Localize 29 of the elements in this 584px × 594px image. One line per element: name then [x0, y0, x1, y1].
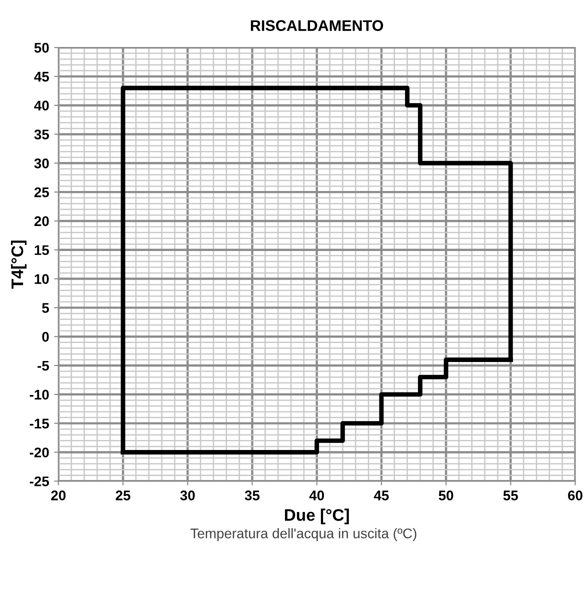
x-tick-label: 40 — [309, 490, 324, 500]
y-tick-label: 40 — [34, 100, 49, 111]
x-tick-label: 30 — [180, 490, 195, 500]
y-tick-label: -10 — [30, 390, 49, 400]
y-tick-label: 5 — [42, 303, 49, 313]
y-tick-label: 10 — [34, 274, 49, 284]
x-tick-label: 50 — [438, 490, 454, 500]
y-tick-label: 15 — [34, 245, 49, 256]
x-tick-label: 25 — [116, 490, 130, 500]
x-tick-label: 55 — [503, 490, 518, 500]
y-tick-label: 20 — [34, 216, 49, 226]
y-tick-label: 50 — [34, 42, 49, 53]
x-tick-label: 35 — [244, 490, 260, 500]
y-tick-label: -20 — [30, 448, 49, 458]
y-tick-label: 30 — [34, 158, 49, 168]
x-axis-title: Due [°C] — [284, 508, 349, 524]
y-tick-label: 35 — [34, 130, 49, 140]
chart-title: RISCALDAMENTO — [250, 20, 384, 32]
y-axis-title: T4[°C] — [10, 240, 27, 289]
y-tick-label: -25 — [30, 476, 49, 486]
y-tick-label: -5 — [38, 360, 49, 371]
y-tick-label: 25 — [34, 187, 49, 198]
text: Temperatura dell'acqua in uscita (ºC) — [190, 528, 416, 542]
x-tick-label: 20 — [51, 490, 66, 500]
x-tick-label: 60 — [568, 490, 582, 500]
y-tick-label: 45 — [34, 72, 49, 82]
y-tick-label: 0 — [42, 332, 49, 342]
y-tick-label: -15 — [30, 418, 49, 428]
x-tick-label: 45 — [374, 490, 389, 500]
